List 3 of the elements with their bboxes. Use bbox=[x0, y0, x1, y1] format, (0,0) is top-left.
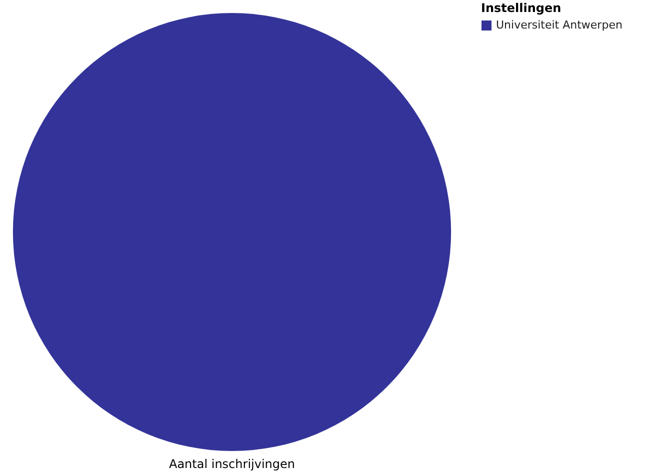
legend-title: Instellingen bbox=[481, 1, 562, 15]
text: Aantal inschrijvingen bbox=[168, 457, 296, 471]
legend-label: Universiteit Antwerpen bbox=[496, 18, 622, 32]
